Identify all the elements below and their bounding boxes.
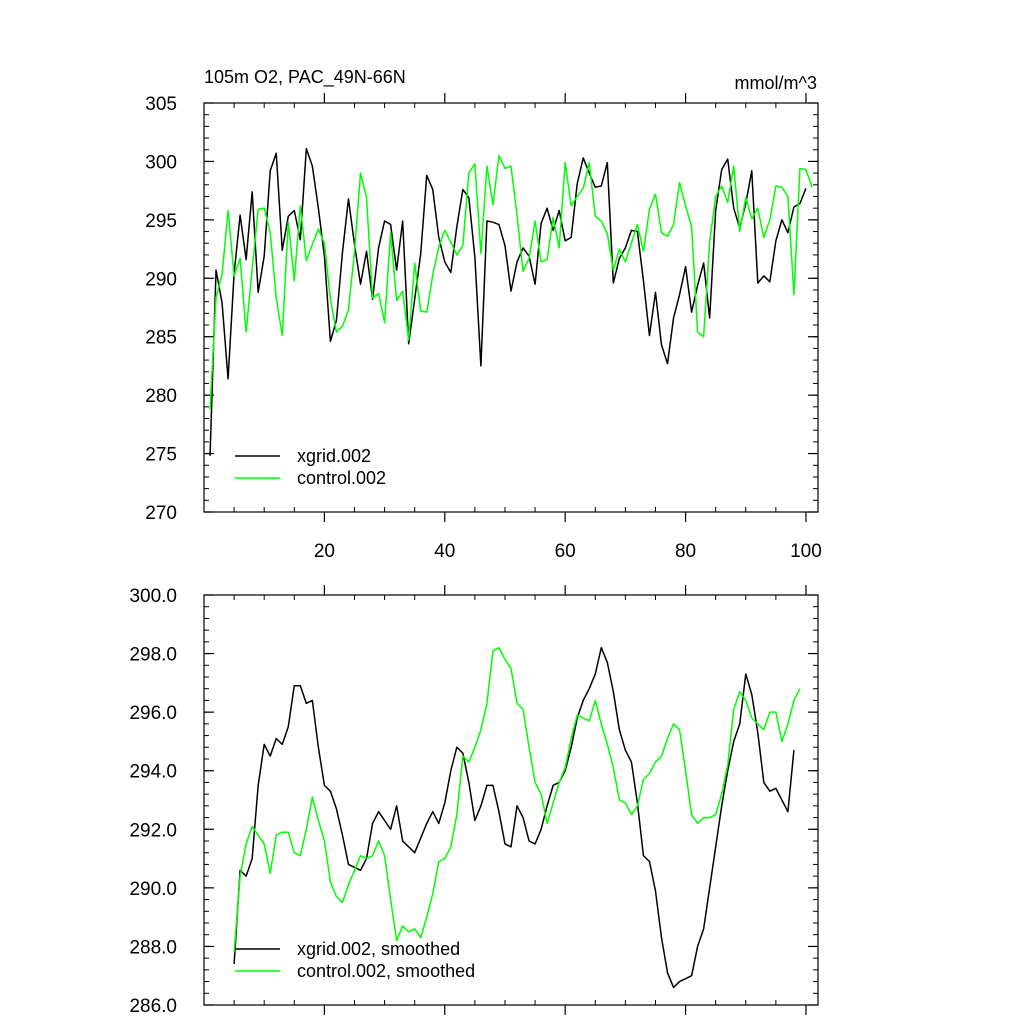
y-tick-label: 305 <box>145 94 177 115</box>
y-tick-label: 292.0 <box>129 820 177 841</box>
chart-panel-1: 20 40 60 80 100 270 275 280 285 290 295 300 305 105m … <box>145 67 822 562</box>
plot-frame <box>203 594 819 1006</box>
y-tick-label: 280 <box>145 386 177 407</box>
legend-label: control.002, smoothed <box>297 961 475 981</box>
y-tick-label: 295 <box>145 211 177 232</box>
y-tick-label: 290.0 <box>129 879 177 900</box>
legend-label: xgrid.002, smoothed <box>297 939 460 959</box>
y-tick-label: 288.0 <box>129 937 177 958</box>
chart-panel-2: 286.0 288.0 290.0 292.0 294.0 296.0 298.0 300.0… <box>129 585 819 1017</box>
y-tick-label: 270 <box>145 503 177 524</box>
y-tick-label: 300 <box>145 152 177 173</box>
chart-title: 105m O2, PAC_49N-66N <box>204 67 406 88</box>
series-line-control-002-smoothed <box>233 646 801 953</box>
y-tick-label: 285 <box>145 328 177 349</box>
units-label: mmol/m^3 <box>735 73 817 93</box>
y-tick-label: 275 <box>145 445 177 466</box>
x-tick-label: 80 <box>675 541 696 562</box>
y-tick-label: 300.0 <box>129 586 177 607</box>
x-tick-label: 20 <box>314 541 335 562</box>
series-line-xgrid-002-smoothed <box>233 646 795 989</box>
y-tick-label: 296.0 <box>129 703 177 724</box>
series-line-control-002 <box>209 154 813 410</box>
y-tick-label: 290 <box>145 269 177 290</box>
x-tick-label: 60 <box>555 541 576 562</box>
x-tick-label: 100 <box>790 541 822 562</box>
legend-label: xgrid.002 <box>297 446 371 466</box>
y-tick-label: 294.0 <box>129 762 177 783</box>
legend-label: control.002 <box>297 468 386 488</box>
plot-frame <box>203 102 819 513</box>
y-tick-label: 298.0 <box>129 645 177 666</box>
y-tick-label: 286.0 <box>129 996 177 1017</box>
x-tick-label: 40 <box>434 541 455 562</box>
